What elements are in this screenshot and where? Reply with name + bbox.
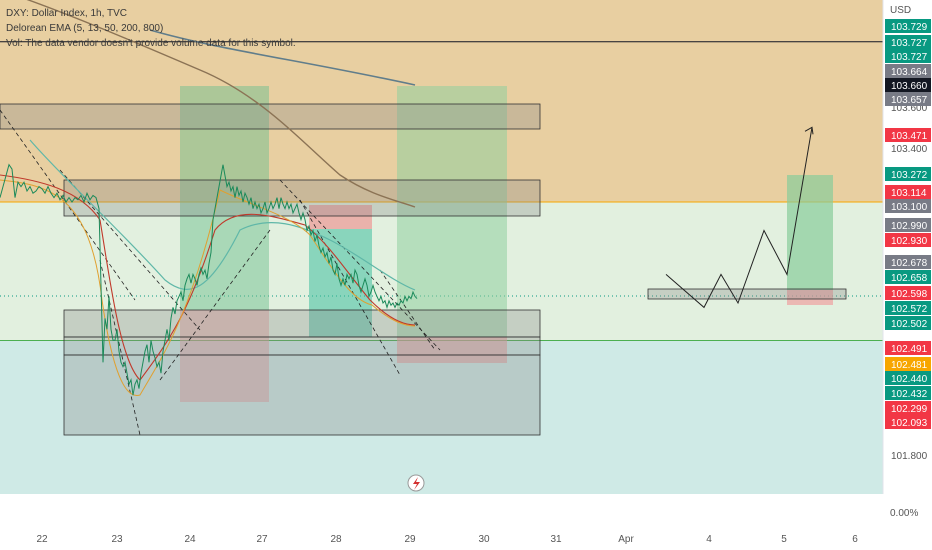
price-label-bg <box>885 64 931 78</box>
forecast-profit-box <box>787 175 833 290</box>
gray-zone-2 <box>63 309 541 338</box>
channel-line-5 <box>379 269 436 351</box>
price-label-bg <box>885 233 931 247</box>
channel-line-2 <box>99 259 141 436</box>
x-tick-label: 23 <box>111 534 123 545</box>
price-label-bg <box>885 167 931 181</box>
price-label: 102.990 <box>891 221 928 232</box>
price-label: 102.678 <box>891 258 928 269</box>
y-tick-label: 103.400 <box>891 144 928 155</box>
ema-800 <box>149 29 416 86</box>
price-label-bg <box>885 199 931 213</box>
price-label-bg <box>885 371 931 385</box>
long-position-profit <box>180 86 269 310</box>
channel-line-0 <box>0 109 136 301</box>
price-label-bg <box>885 386 931 400</box>
price-label: 102.299 <box>891 404 928 415</box>
forecast-arrowhead <box>804 126 814 135</box>
price-label-bg <box>885 78 931 92</box>
gray-zone-0 <box>0 103 541 130</box>
price-label-bg <box>885 19 931 33</box>
x-tick-label: 30 <box>478 534 490 545</box>
ema-50 <box>29 139 416 291</box>
x-tick-label: 24 <box>184 534 196 545</box>
forecast-path <box>665 127 813 309</box>
price-label-bg <box>885 128 931 142</box>
price-label: 102.491 <box>891 344 928 355</box>
price-label: 102.598 <box>891 289 928 300</box>
price-label-bg <box>885 316 931 330</box>
price-label: 102.572 <box>891 304 928 315</box>
short-position-loss <box>309 205 372 229</box>
price-line <box>0 163 418 396</box>
price-label: 102.440 <box>891 374 928 385</box>
channel-line-4 <box>299 199 401 376</box>
price-label-bg <box>885 357 931 371</box>
price-label-bg <box>885 301 931 315</box>
x-tick-label: 6 <box>852 534 858 545</box>
x-tick-label: 27 <box>256 534 268 545</box>
price-label-bg <box>885 401 931 415</box>
price-label: 103.100 <box>891 202 928 213</box>
price-label-bg <box>885 218 931 232</box>
x-tick-label: 22 <box>36 534 48 545</box>
price-label: 103.729 <box>891 22 928 33</box>
channel-line-3 <box>279 179 441 351</box>
ema-5 <box>0 179 416 396</box>
gray-zone-5 <box>647 288 847 300</box>
currency-label: USD <box>890 5 911 16</box>
x-tick-label: 29 <box>404 534 416 545</box>
percent-label: 0.00% <box>890 508 918 519</box>
x-tick-label: 5 <box>781 534 787 545</box>
y-tick-label: 103.600 <box>891 103 928 114</box>
legend-ema: Delorean EMA (5, 13, 50, 200, 800) <box>6 23 164 34</box>
price-label-bg <box>885 49 931 63</box>
long-position-profit-2 <box>397 86 507 337</box>
time-axis-bg <box>0 494 932 550</box>
price-label-bg <box>885 35 931 49</box>
channel-line-6 <box>159 229 271 381</box>
long-position-loss <box>180 310 269 402</box>
lightning-icon <box>413 477 420 490</box>
price-label: 102.432 <box>891 389 928 400</box>
countdown-label: 57:56 <box>893 331 918 342</box>
price-label-bg <box>885 341 931 355</box>
legend-vol: Vol: The data vendor doesn't provide vol… <box>6 38 296 49</box>
price-label-bg <box>885 270 931 284</box>
price-label-bg <box>885 185 931 199</box>
gray-zone-4 <box>63 354 541 436</box>
zone-lower <box>0 340 883 494</box>
price-label-bg <box>885 286 931 300</box>
price-label: 103.657 <box>891 95 928 106</box>
price-label: 103.727 <box>891 52 928 63</box>
x-tick-label: 28 <box>330 534 342 545</box>
price-label: 103.272 <box>891 170 928 181</box>
price-label: 102.658 <box>891 273 928 284</box>
price-label-bg <box>885 92 931 106</box>
x-tick-label: 31 <box>550 534 562 545</box>
y-tick-label: 101.800 <box>891 451 928 462</box>
ema-13 <box>0 174 416 381</box>
price-label: 103.664 <box>891 67 928 78</box>
price-label: 103.114 <box>891 188 927 199</box>
chart-legend: DXY: Dollar Index, 1h, TVC Delorean EMA … <box>6 6 296 51</box>
price-label: 102.481 <box>891 360 928 371</box>
price-label: 103.471 <box>891 131 928 142</box>
x-tick-label: 4 <box>706 534 712 545</box>
price-label-bg <box>885 255 931 269</box>
price-label: 102.093 <box>891 418 928 429</box>
forecast-loss-box <box>787 290 833 305</box>
price-label-bg <box>885 415 931 429</box>
ema-200 <box>26 0 416 208</box>
gray-zone-3 <box>63 336 541 356</box>
x-tick-label: Apr <box>618 534 634 545</box>
price-label: 103.660 <box>891 81 928 92</box>
long-position-loss-2 <box>397 337 507 363</box>
price-label: 102.502 <box>891 319 928 330</box>
legend-title: DXY: Dollar Index, 1h, TVC <box>6 8 127 19</box>
price-label: 102.930 <box>891 236 928 247</box>
gray-zone-1 <box>63 179 541 217</box>
price-label: 103.727 <box>891 38 928 49</box>
